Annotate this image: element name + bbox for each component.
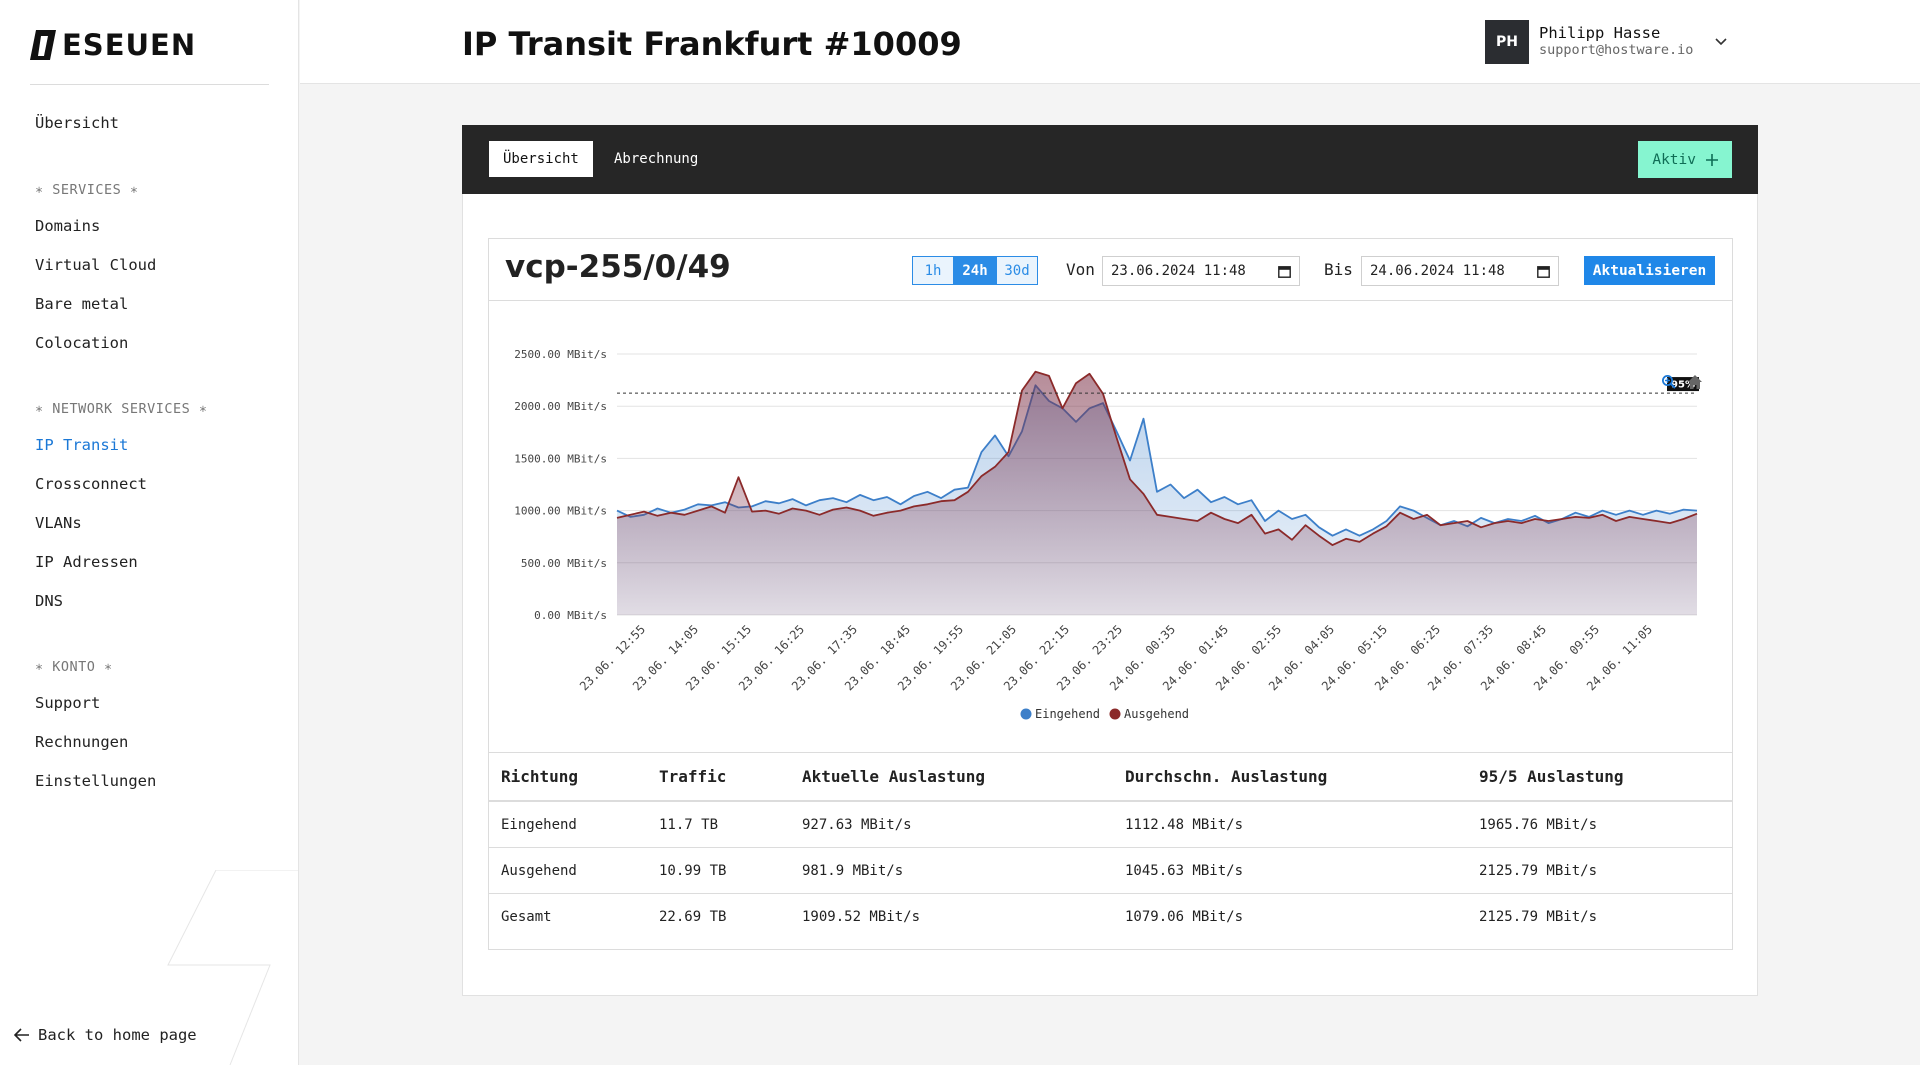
main-panel: Übersicht Abrechnung Aktiv vcp-255/0/49 … <box>462 125 1758 996</box>
arrow-left-icon <box>14 1028 29 1042</box>
status-label: Aktiv <box>1652 151 1696 168</box>
avatar: PH <box>1485 20 1529 64</box>
back-to-home-link[interactable]: Back to home page <box>14 1026 197 1044</box>
table-row: Gesamt 22.69 TB 1909.52 MBit/s 1079.06 M… <box>489 894 1732 940</box>
user-name: Philipp Hasse <box>1539 24 1661 42</box>
table-header-row: Richtung Traffic Aktuelle Auslastung Dur… <box>489 753 1732 802</box>
table-cell: 981.9 MBit/s <box>802 862 904 879</box>
status-button[interactable]: Aktiv <box>1638 141 1732 178</box>
home-icon[interactable] <box>1688 375 1702 389</box>
sidebar-item-vlans[interactable]: VLANs <box>35 514 82 532</box>
top-bar: IP Transit Frankfurt #10009 PH Philipp H… <box>300 0 1920 84</box>
card-header: vcp-255/0/49 1h 24h 30d Von 23.06.2024 1… <box>489 239 1732 301</box>
sidebar-item-domains[interactable]: Domains <box>35 217 101 235</box>
column-header: Aktuelle Auslastung <box>802 767 986 786</box>
to-date-value: 24.06.2024 11:48 <box>1370 263 1505 279</box>
legend-entry[interactable]: Ausgehend <box>1124 707 1189 721</box>
legend-marker[interactable] <box>1109 708 1121 720</box>
table-cell: 2125.79 MBit/s <box>1479 909 1598 925</box>
sidebar-item-overview[interactable]: Übersicht <box>35 114 119 132</box>
brand-logo[interactable]: ESEUEN <box>30 28 196 62</box>
table-cell: 1965.76 MBit/s <box>1479 816 1598 833</box>
calendar-icon[interactable] <box>1278 265 1291 278</box>
table-cell: Gesamt <box>501 909 552 925</box>
legend-entry[interactable]: Eingehend <box>1035 707 1100 721</box>
column-header: Durchschn. Auslastung <box>1125 767 1328 786</box>
sidebar-section-services: ∗ SERVICES ∗ <box>35 182 139 198</box>
table-cell: 10.99 TB <box>659 862 727 879</box>
sidebar-item-support[interactable]: Support <box>35 694 101 712</box>
series-line-ausgehend <box>616 370 1698 546</box>
logo-mark-icon <box>30 30 56 60</box>
table-cell: 11.7 TB <box>659 816 719 833</box>
sidebar-item-einstellungen[interactable]: Einstellungen <box>35 772 157 790</box>
sidebar-item-rechnungen[interactable]: Rechnungen <box>35 733 129 751</box>
range-24h-button[interactable]: 24h <box>953 257 997 284</box>
stats-table: Richtung Traffic Aktuelle Auslastung Dur… <box>489 752 1732 940</box>
sidebar-item-virtual-cloud[interactable]: Virtual Cloud <box>35 256 157 274</box>
table-cell: 22.69 TB <box>659 909 727 925</box>
plus-icon <box>1706 153 1718 166</box>
tab-billing[interactable]: Abrechnung <box>614 151 699 167</box>
table-row: Eingehend 11.7 TB 927.63 MBit/s 1112.48 … <box>489 802 1732 848</box>
table-row: Ausgehend 10.99 TB 981.9 MBit/s 1045.63 … <box>489 848 1732 894</box>
from-date-value: 23.06.2024 11:48 <box>1111 263 1246 279</box>
table-cell: 927.63 MBit/s <box>802 816 912 833</box>
user-info: Philipp Hasse support@hostware.io <box>1539 25 1693 59</box>
decorative-lines <box>167 870 298 1065</box>
port-title: vcp-255/0/49 <box>505 249 731 285</box>
y-tick-label: 2500.00 MBit/s <box>514 348 607 361</box>
traffic-chart: 0.00 MBit/s 500.00 MBit/s 1000.00 MBit/s 15… <box>489 302 1732 752</box>
sidebar-item-dns[interactable]: DNS <box>35 592 63 610</box>
table-cell: 1045.63 MBit/s <box>1125 862 1244 879</box>
tab-overview[interactable]: Übersicht <box>489 141 593 177</box>
y-tick-label: 2000.00 MBit/s <box>514 400 607 413</box>
table-cell: 1112.48 MBit/s <box>1125 816 1244 833</box>
user-menu[interactable]: PH Philipp Hasse support@hostware.io <box>1485 20 1728 64</box>
column-header: Richtung <box>501 767 579 786</box>
sidebar-item-ip-adressen[interactable]: IP Adressen <box>35 553 138 571</box>
back-link-label: Back to home page <box>38 1026 197 1044</box>
table-cell: Ausgehend <box>501 862 577 879</box>
table-cell: Eingehend <box>501 816 577 833</box>
series-area-ausgehend <box>617 371 1697 615</box>
sidebar-item-bare-metal[interactable]: Bare metal <box>35 295 129 313</box>
sidebar-item-crossconnect[interactable]: Crossconnect <box>35 475 147 493</box>
refresh-button[interactable]: Aktualisieren <box>1584 256 1715 285</box>
from-date-input[interactable]: 23.06.2024 11:48 <box>1102 256 1300 286</box>
y-tick-label: 1500.00 MBit/s <box>514 452 607 465</box>
column-header: Traffic <box>659 767 727 786</box>
y-tick-label: 500.00 MBit/s <box>521 557 607 570</box>
table-cell: 1909.52 MBit/s <box>802 909 921 925</box>
traffic-card: vcp-255/0/49 1h 24h 30d Von 23.06.2024 1… <box>488 238 1733 950</box>
sidebar-item-ip-transit[interactable]: IP Transit <box>35 436 129 454</box>
from-label: Von <box>1066 260 1095 279</box>
y-tick-label: 0.00 MBit/s <box>534 609 607 622</box>
legend-marker[interactable] <box>1020 708 1032 720</box>
calendar-icon[interactable] <box>1537 265 1550 278</box>
panel-toolbar: Übersicht Abrechnung Aktiv <box>462 125 1758 194</box>
range-30d-button[interactable]: 30d <box>997 257 1037 284</box>
page-title: IP Transit Frankfurt #10009 <box>462 25 962 63</box>
chevron-down-icon[interactable] <box>1715 38 1728 46</box>
user-email: support@hostware.io <box>1539 42 1694 58</box>
column-header: 95/5 Auslastung <box>1479 767 1624 786</box>
logo-divider <box>30 84 269 85</box>
series-line-eingehend <box>616 384 1698 537</box>
sidebar-section-konto: ∗ KONTO ∗ <box>35 659 113 675</box>
percentile-label: 95% <box>1671 380 1695 391</box>
sidebar: ESEUEN Übersicht ∗ SERVICES ∗ Domains Vi… <box>0 0 299 1065</box>
sidebar-section-network-services: ∗ NETWORK SERVICES ∗ <box>35 401 208 417</box>
y-tick-label: 1000.00 MBit/s <box>514 505 607 518</box>
traffic-chart-svg: 0.00 MBit/s 500.00 MBit/s 1000.00 MBit/s 15… <box>514 348 1702 721</box>
sidebar-item-colocation[interactable]: Colocation <box>35 334 129 352</box>
range-selector: 1h 24h 30d <box>912 256 1038 285</box>
range-1h-button[interactable]: 1h <box>913 257 953 284</box>
to-label: Bis <box>1324 260 1353 279</box>
brand-name: ESEUEN <box>62 28 197 62</box>
zoom-icon[interactable] <box>1662 375 1676 389</box>
to-date-input[interactable]: 24.06.2024 11:48 <box>1361 256 1559 286</box>
table-cell: 1079.06 MBit/s <box>1125 909 1244 925</box>
table-cell: 2125.79 MBit/s <box>1479 862 1598 879</box>
